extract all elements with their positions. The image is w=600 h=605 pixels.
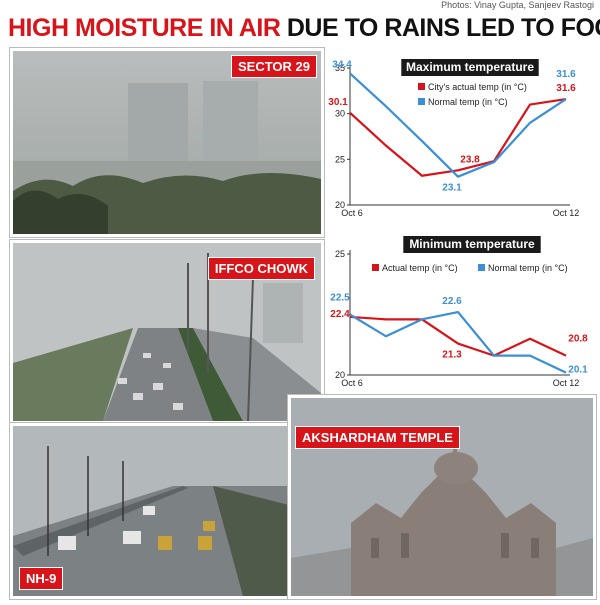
y-tick-label: 25 — [335, 154, 345, 164]
data-label: 22.6 — [442, 296, 462, 307]
chart-title-box — [401, 59, 539, 76]
headline-red: HIGH MOISTURE IN AIR — [8, 14, 281, 42]
data-label: 22.4 — [330, 309, 350, 320]
legend-swatch — [478, 264, 485, 271]
legend-label: Normal temp (in °C) — [488, 263, 568, 273]
data-label: 23.1 — [442, 183, 462, 194]
series-line-actual — [349, 315, 567, 357]
data-label: 34.4 — [332, 59, 352, 70]
data-label: 21.3 — [442, 350, 462, 361]
legend-label: Actual temp (in °C) — [382, 263, 458, 273]
photo-sector-29: SECTOR 29 — [10, 48, 324, 237]
data-label: 31.6 — [556, 83, 576, 94]
photo-credit: Photos: Vinay Gupta, Sanjeev Rastogi — [441, 0, 594, 10]
data-label: 20.1 — [568, 365, 588, 376]
x-tick-label: Oct 6 — [341, 378, 363, 388]
legend-swatch — [372, 264, 379, 271]
photo-iffco-chowk: IFFCO CHOWK — [10, 240, 324, 424]
tag-iffco-chowk: IFFCO CHOWK — [207, 257, 315, 280]
y-tick-label: 30 — [335, 109, 345, 119]
data-label: 22.5 — [330, 293, 350, 304]
legend-swatch — [418, 83, 425, 90]
data-label: 23.8 — [460, 154, 480, 165]
series-line-normal — [349, 72, 567, 178]
headline: HIGH MOISTURE IN AIR DUE TO RAINS LED TO… — [8, 14, 600, 43]
max-temperature-chart: 20 25 30 35 Oct 6 Oct 12 Maximum temperature Ci… — [328, 59, 580, 218]
data-label: 31.6 — [556, 69, 576, 80]
x-tick-label: Oct 6 — [341, 208, 363, 218]
photo-nh-9: NH-9 — [10, 423, 296, 599]
tag-akshardham: AKSHARDHAM TEMPLE — [295, 426, 460, 449]
y-tick-label: 25 — [335, 249, 345, 259]
tag-sector-29: SECTOR 29 — [230, 55, 317, 78]
sector-29-scene — [13, 51, 321, 234]
y-tick-label: 35 — [335, 63, 345, 73]
series-line-normal — [349, 310, 567, 374]
photo-akshardham: AKSHARDHAM TEMPLE — [288, 395, 596, 599]
min-temperature-chart: 20 25 Oct 6 Oct 12 Minimum temperature Actual… — [330, 236, 588, 388]
chart-title: Minimum temperature — [409, 237, 535, 251]
chart-title: Maximum temperature — [406, 60, 534, 74]
tag-nh-9: NH-9 — [19, 567, 64, 590]
x-tick-label: Oct 12 — [553, 208, 580, 218]
data-label: 30.1 — [328, 97, 348, 108]
legend-label: Normal temp (in °C) — [428, 97, 508, 107]
y-tick-label: 20 — [335, 200, 345, 210]
data-label: 20.8 — [568, 334, 588, 345]
x-tick-label: Oct 12 — [553, 378, 580, 388]
y-tick-label: 20 — [335, 370, 345, 380]
chart-title-box — [403, 236, 541, 253]
series-line-actual — [349, 97, 567, 177]
headline-black: DUE TO RAINS LED TO FOG — [286, 14, 600, 42]
legend-label: City's actual temp (in °C) — [428, 82, 527, 92]
legend-swatch — [418, 98, 425, 105]
